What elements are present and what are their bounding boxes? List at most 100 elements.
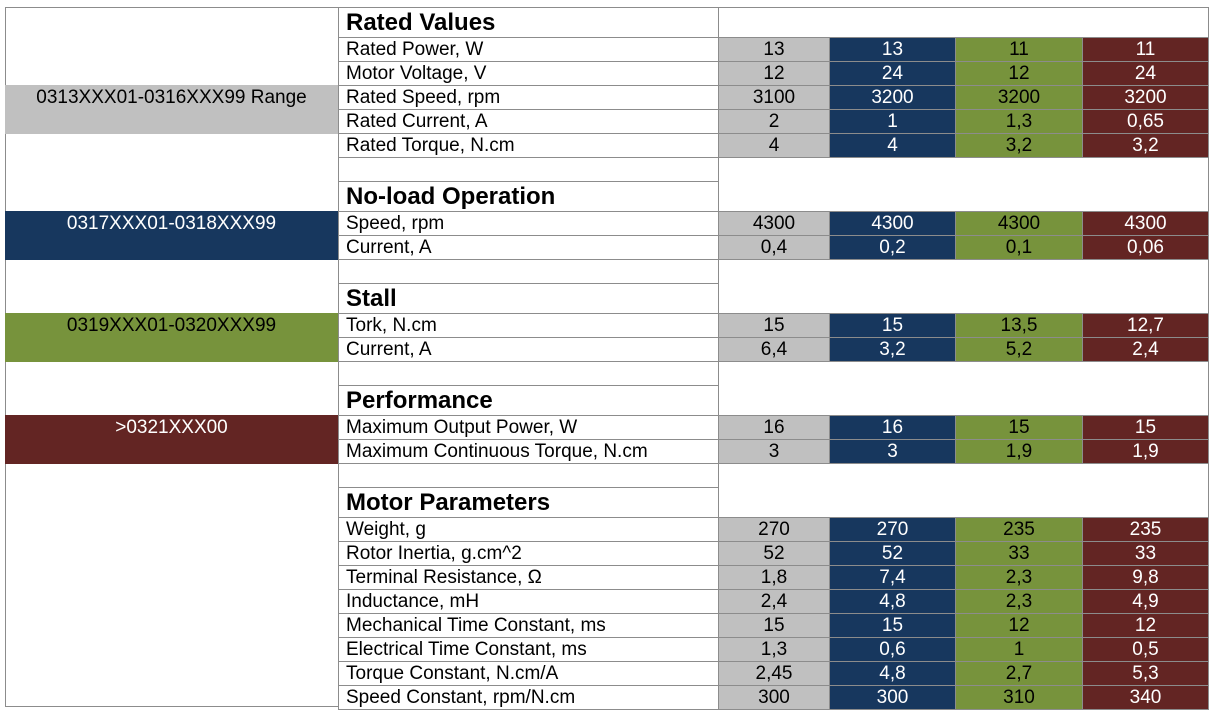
value-cell: 12 [718,61,830,86]
value-cell: 270 [829,517,956,542]
value-cell: 1,9 [1082,439,1209,464]
value-cell: 4300 [718,211,830,236]
value-cell: 1 [955,637,1083,662]
parameter-label: Maximum Output Power, W [338,415,719,440]
value-cell: 3100 [718,85,830,110]
value-cell: 5,3 [1082,661,1209,686]
spacer-cell [338,361,719,386]
parameter-label: Inductance, mH [338,589,719,614]
value-cell: 9,8 [1082,565,1209,590]
value-cell: 3,2 [955,133,1083,158]
value-spacer [718,361,1209,416]
value-cell: 11 [1082,37,1209,62]
value-cell: 2,4 [718,589,830,614]
spacer-cell [338,259,719,284]
parameter-label: Rated Torque, N.cm [338,133,719,158]
value-cell: 3 [718,439,830,464]
value-cell: 11 [955,37,1083,62]
value-cell: 3200 [829,85,956,110]
parameter-label: Mechanical Time Constant, ms [338,613,719,638]
section-title: No-load Operation [338,181,719,212]
value-spacer [718,7,1209,38]
value-cell: 12,7 [1082,313,1209,338]
range-legend: 0319XXX01-0320XXX99 [5,313,338,362]
spacer-cell [338,463,719,488]
value-cell: 3200 [955,85,1083,110]
value-cell: 33 [1082,541,1209,566]
value-cell: 7,4 [829,565,956,590]
section-title: Performance [338,385,719,416]
value-cell: 300 [829,685,956,710]
value-cell: 1,8 [718,565,830,590]
parameter-label: Motor Voltage, V [338,61,719,86]
value-cell: 0,1 [955,235,1083,260]
value-cell: 12 [955,613,1083,638]
parameter-label: Weight, g [338,517,719,542]
section-title: Motor Parameters [338,487,719,518]
value-cell: 4 [718,133,830,158]
parameter-label: Current, A [338,235,719,260]
value-spacer [718,157,1209,212]
value-cell: 5,2 [955,337,1083,362]
value-cell: 13 [829,37,956,62]
value-cell: 15 [829,313,956,338]
parameter-label: Terminal Resistance, Ω [338,565,719,590]
value-cell: 15 [1082,415,1209,440]
value-cell: 4300 [829,211,956,236]
value-cell: 52 [718,541,830,566]
value-cell: 13 [718,37,830,62]
value-cell: 12 [955,61,1083,86]
value-cell: 2,4 [1082,337,1209,362]
value-cell: 15 [718,313,830,338]
parameter-label: Current, A [338,337,719,362]
parameter-label: Speed Constant, rpm/N.cm [338,685,719,710]
value-cell: 270 [718,517,830,542]
value-cell: 4300 [955,211,1083,236]
value-cell: 3,2 [829,337,956,362]
value-cell: 16 [718,415,830,440]
parameter-label: Rated Speed, rpm [338,85,719,110]
value-cell: 13,5 [955,313,1083,338]
value-cell: 15 [955,415,1083,440]
value-cell: 2,7 [955,661,1083,686]
value-cell: 235 [955,517,1083,542]
value-spacer [718,463,1209,518]
parameter-label: Rated Current, A [338,109,719,134]
value-cell: 0,4 [718,235,830,260]
value-cell: 16 [829,415,956,440]
value-cell: 4,8 [829,589,956,614]
value-cell: 4,9 [1082,589,1209,614]
value-cell: 340 [1082,685,1209,710]
value-spacer [718,259,1209,314]
value-cell: 0,5 [1082,637,1209,662]
section-title: Stall [338,283,719,314]
value-cell: 15 [718,613,830,638]
value-cell: 2,3 [955,565,1083,590]
value-cell: 24 [1082,61,1209,86]
value-cell: 1,3 [955,109,1083,134]
parameter-label: Electrical Time Constant, ms [338,637,719,662]
value-cell: 3 [829,439,956,464]
value-cell: 33 [955,541,1083,566]
spacer-cell [338,157,719,182]
range-legend: >0321XXX00 [5,415,338,464]
value-cell: 4,8 [829,661,956,686]
value-cell: 3200 [1082,85,1209,110]
range-legend: 0313XXX01-0316XXX99 Range [5,85,338,134]
value-cell: 235 [1082,517,1209,542]
value-cell: 2,45 [718,661,830,686]
value-cell: 15 [829,613,956,638]
value-cell: 6,4 [718,337,830,362]
range-legend: 0317XXX01-0318XXX99 [5,211,338,260]
parameter-label: Tork, N.cm [338,313,719,338]
value-cell: 12 [1082,613,1209,638]
value-cell: 24 [829,61,956,86]
value-cell: 0,06 [1082,235,1209,260]
value-cell: 1,3 [718,637,830,662]
value-cell: 0,2 [829,235,956,260]
value-cell: 3,2 [1082,133,1209,158]
value-cell: 52 [829,541,956,566]
value-cell: 4 [829,133,956,158]
section-title: Rated Values [338,7,719,38]
parameter-label: Rated Power, W [338,37,719,62]
